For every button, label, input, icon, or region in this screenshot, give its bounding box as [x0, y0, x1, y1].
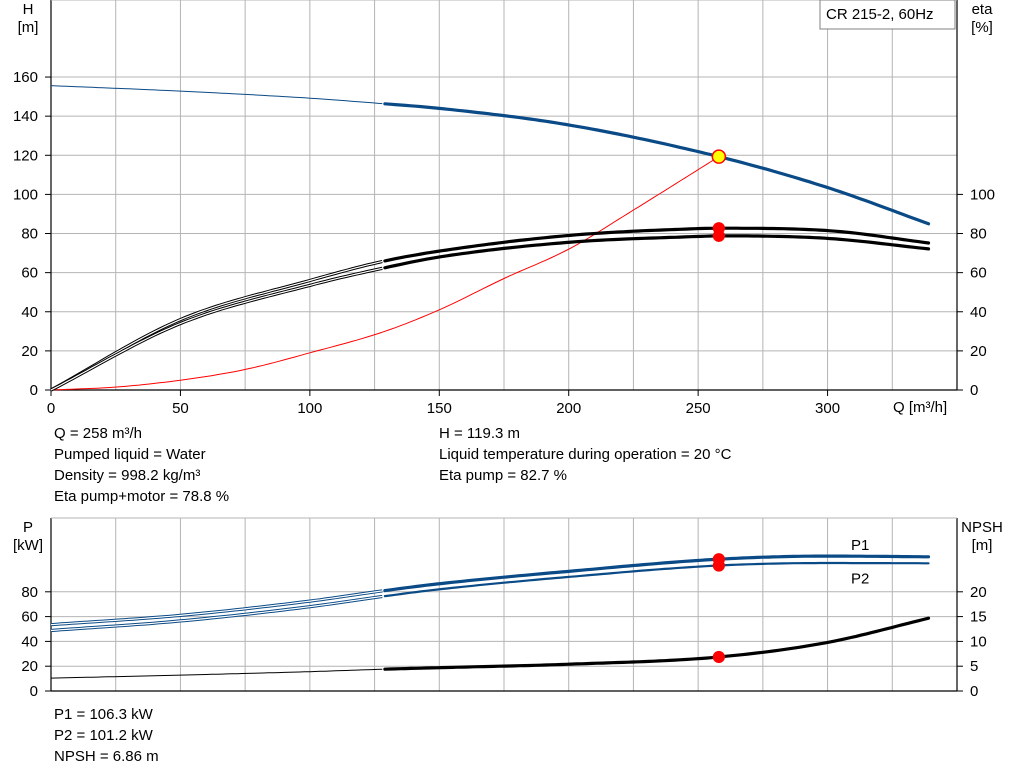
operating-info-right: H = 119.3 m Liquid temperature during op… — [439, 423, 731, 486]
p2-curve-thick — [383, 561, 930, 598]
eta-total-operating-point — [712, 229, 725, 242]
top-xtick-label: 250 — [686, 400, 711, 417]
bottom-ytick-label: 60 — [21, 609, 38, 626]
eta-pump-curve-thin-core — [50, 260, 383, 391]
bottom-ylabel: P — [23, 519, 33, 536]
head-curve-thin — [50, 85, 383, 105]
bottom-y2tick-label: 0 — [970, 683, 978, 700]
top-ytick-label: 100 — [13, 186, 38, 203]
top-xtick-label: 150 — [427, 400, 452, 417]
p2-series-label: P2 — [851, 570, 869, 587]
top-ytick-label: 60 — [21, 265, 38, 282]
npsh-readout: NPSH = 6.86 m — [54, 748, 159, 765]
model-label-box: CR 215-2, 60Hz — [819, 0, 956, 30]
top-ytick-label: 20 — [21, 343, 38, 360]
bottom-ytick-label: 0 — [30, 683, 38, 700]
top-y2tick-label: 60 — [970, 265, 987, 282]
top-xtick-label: 200 — [556, 400, 581, 417]
eta-pump-readout: Eta pump = 82.7 % — [439, 467, 567, 484]
bottom-y2tick-label: 5 — [970, 658, 978, 675]
top-xlabel: Q [m³/h] — [893, 399, 947, 416]
top-xtick-label: 50 — [172, 400, 189, 417]
top-xtick-label: 300 — [815, 400, 840, 417]
bottom-y2tick-label: 10 — [970, 633, 987, 650]
p1-curve-thin-core — [50, 590, 383, 626]
eta-total-readout: Eta pump+motor = 78.8 % — [54, 488, 230, 505]
top-ytick-label: 140 — [13, 108, 38, 125]
eta-pump-curve-thick — [383, 226, 931, 263]
eta-total-curve-thick — [383, 234, 931, 270]
top-ytick-label: 160 — [13, 69, 38, 86]
p2-operating-point — [712, 559, 725, 572]
top-xtick-label: 100 — [297, 400, 322, 417]
bottom-y2tick-label: 20 — [970, 584, 987, 601]
eta-total-curve-thin-core — [50, 267, 383, 391]
npsh-curve-thick — [383, 616, 931, 671]
top-ytick-label: 0 — [30, 382, 38, 399]
bottom-ytick-label: 40 — [21, 633, 38, 650]
top-y2label: eta — [972, 1, 994, 18]
temperature-readout: Liquid temperature during operation = 20… — [439, 446, 732, 463]
p2-curve-thin-outline — [50, 594, 383, 633]
bottom-y2tick-label: 15 — [970, 609, 987, 626]
bottom-ytick-label: 80 — [21, 584, 38, 601]
head-efficiency-plot: 0 20 40 60 80 100 120 140 160 0 20 40 60 80 100 0 50 100 1… — [13, 0, 995, 417]
top-y2tick-label: 0 — [970, 382, 978, 399]
eta-total-curve-thin-outline — [50, 266, 383, 392]
top-ylabel: [m] — [18, 19, 39, 36]
bottom-y2label: NPSH — [961, 519, 1003, 536]
model-label: CR 215-2, 60Hz — [826, 6, 934, 23]
operating-info-left: Q = 258 m³/h Pumped liquid = Water Densi… — [54, 423, 229, 507]
top-y2tick-label: 100 — [970, 186, 995, 203]
p1-curve-thick — [383, 554, 931, 593]
top-ytick-label: 80 — [21, 226, 38, 243]
flow-readout: Q = 258 m³/h — [54, 425, 142, 442]
top-y2tick-label: 40 — [970, 304, 987, 321]
density-readout: Density = 998.2 kg/m³ — [54, 467, 201, 484]
top-ylabel: H — [23, 1, 34, 18]
top-ytick-label: 40 — [21, 304, 38, 321]
bottom-ytick-label: 20 — [21, 658, 38, 675]
top-y2tick-label: 80 — [970, 226, 987, 243]
p2-curve-thin-core — [50, 595, 383, 632]
npsh-operating-point — [712, 650, 725, 664]
npsh-curve-thin — [50, 668, 383, 679]
top-xtick-label: 0 — [47, 400, 55, 417]
p1-curve-thin-outline — [50, 589, 383, 627]
top-y2tick-label: 20 — [970, 343, 987, 360]
bottom-ylabel: [kW] — [13, 537, 43, 554]
top-y2label: [%] — [971, 19, 993, 36]
bottom-y2label: [m] — [972, 537, 993, 554]
head-operating-point — [711, 149, 727, 164]
head-curve-thick — [383, 102, 931, 226]
p2-readout: P2 = 101.2 kW — [54, 727, 153, 744]
system-curve — [50, 157, 717, 391]
power-info: P1 = 106.3 kW P2 = 101.2 kW NPSH = 6.86 … — [54, 704, 159, 767]
p1-series-label: P1 — [851, 537, 869, 554]
liquid-readout: Pumped liquid = Water — [54, 446, 206, 463]
head-readout: H = 119.3 m — [439, 425, 521, 442]
top-ytick-label: 120 — [13, 147, 38, 164]
power-npsh-plot: 0 20 40 60 80 0 5 10 15 20 P[kW] NPSH[m] P1 P2 — [13, 517, 1003, 700]
p1-readout: P1 = 106.3 kW — [54, 706, 153, 723]
